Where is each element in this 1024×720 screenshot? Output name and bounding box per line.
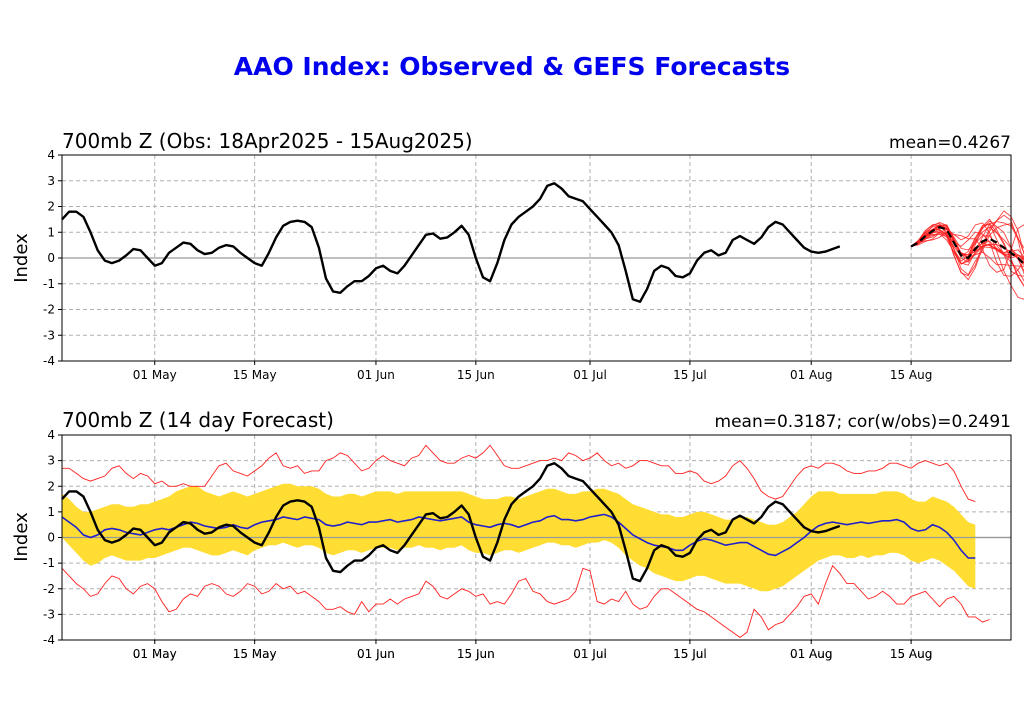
x-tick-label: 01 Jul <box>573 368 607 382</box>
observed-panel-mean: mean=0.4267 <box>889 133 1011 153</box>
y-tick-label: 0 <box>47 531 55 545</box>
y-tick-label: -2 <box>43 582 55 596</box>
x-tick-label: 15 Jul <box>673 368 707 382</box>
forecast-panel-title: 700mb Z (14 day Forecast) <box>62 408 334 432</box>
x-tick-label: 01 Jun <box>357 368 395 382</box>
x-tick-label: 01 Aug <box>790 647 833 661</box>
y-tick-label: 2 <box>47 479 55 493</box>
ensemble-member-line <box>910 224 1024 260</box>
main-title: AAO Index: Observed & GEFS Forecasts <box>233 52 791 81</box>
y-tick-label: 4 <box>47 428 55 442</box>
x-tick-label: 15 Jul <box>673 647 707 661</box>
plot-frame <box>61 434 1012 641</box>
bottom-mask <box>62 641 1011 653</box>
y-tick-label: -4 <box>43 354 55 368</box>
x-tick-label: 01 May <box>133 647 177 661</box>
y-tick-label: 2 <box>47 200 55 214</box>
observed-plot-area: 4 3 2 1 0 -1 -2 -3 -4 01 May 15 May 01 Jun 15 Jun 01 … <box>43 148 1024 382</box>
observed-panel-title: 700mb Z (Obs: 18Apr2025 - 15Aug2025) <box>62 129 473 153</box>
x-tick-label: 15 Jun <box>457 647 495 661</box>
y-tick-label: 1 <box>47 225 55 239</box>
observed-panel-ylabel: Index <box>11 233 32 283</box>
y-tick-label: 4 <box>47 148 55 162</box>
forecast-panel-ylabel: Index <box>11 512 32 562</box>
ensemble-max-line <box>62 444 976 503</box>
ensemble-member-line <box>910 231 1024 277</box>
observed-line <box>61 462 841 583</box>
y-tick-label: -4 <box>43 633 55 647</box>
y-tick-label: -2 <box>43 303 55 317</box>
x-tick-label: 15 May <box>233 647 277 661</box>
observed-panel: 700mb Z (Obs: 18Apr2025 - 15Aug2025) mea… <box>11 129 1024 382</box>
x-tick-label: 01 May <box>133 368 177 382</box>
forecast-panel-stats: mean=0.3187; cor(w/obs)=0.2491 <box>715 412 1011 432</box>
y-tick-label: 3 <box>47 174 55 188</box>
y-tick-label: 0 <box>47 251 55 265</box>
ensemble-member-line <box>910 226 1024 272</box>
forecast-mean-line <box>61 513 976 559</box>
ensemble-mean-line <box>910 225 1024 266</box>
y-tick-label: -1 <box>43 277 55 291</box>
x-tick-label: 15 Jun <box>457 368 495 382</box>
forecast-plot-area: 4 3 2 1 0 -1 -2 -3 -4 01 May 15 May 01 Jun 15 Jun 01 … <box>43 428 1012 661</box>
plot-frame <box>61 154 1012 362</box>
x-tick-label: 15 May <box>233 368 277 382</box>
forecast-panel: 700mb Z (14 day Forecast) mean=0.3187; c… <box>11 408 1012 661</box>
ensemble-member-line <box>911 222 1024 300</box>
x-tick-label: 01 Aug <box>790 368 833 382</box>
y-tick-label: -3 <box>43 607 55 621</box>
x-tick-label: 15 Aug <box>890 647 933 661</box>
observed-line <box>61 182 841 303</box>
y-tick-label: 3 <box>47 454 55 468</box>
x-tick-label: 01 Jun <box>357 647 395 661</box>
y-tick-label: -1 <box>43 556 55 570</box>
y-tick-label: 1 <box>47 505 55 519</box>
ensemble-min-line <box>61 564 990 638</box>
x-tick-label: 01 Jul <box>573 647 607 661</box>
y-tick-label: -3 <box>43 328 55 342</box>
ensemble-member-line <box>910 224 1024 273</box>
ensemble-member-line <box>910 223 1024 276</box>
x-tick-label: 15 Aug <box>890 368 933 382</box>
